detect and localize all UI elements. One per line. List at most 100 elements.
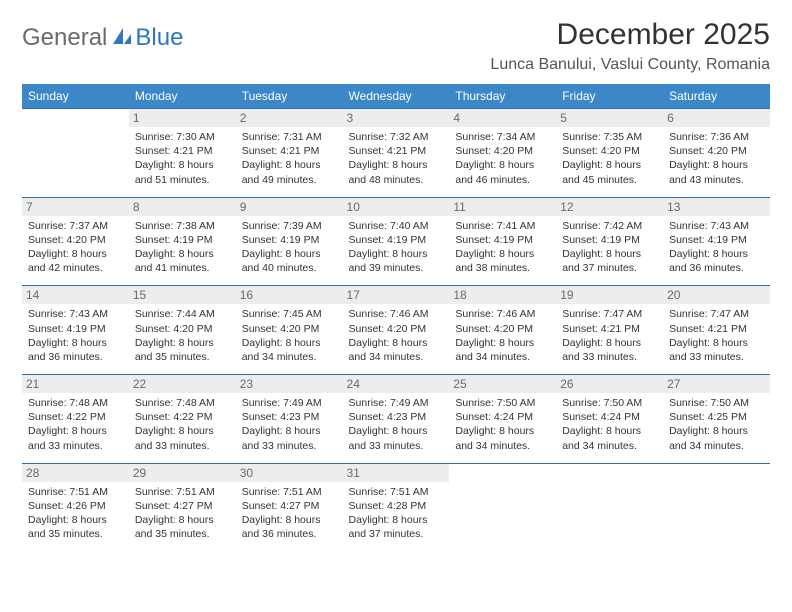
sunset-line: Sunset: 4:21 PM	[135, 144, 230, 158]
sunrise-line: Sunrise: 7:42 AM	[562, 219, 657, 233]
calendar-cell	[22, 109, 129, 198]
sunset-line: Sunset: 4:19 PM	[135, 233, 230, 247]
day-number: 30	[236, 464, 343, 482]
calendar-cell: 1 Sunrise: 7:30 AMSunset: 4:21 PMDaylight…	[129, 109, 236, 198]
calendar-head: SundayMondayTuesdayWednesdayThursdayFrid…	[22, 84, 770, 109]
weekday-header: Wednesday	[343, 84, 450, 109]
calendar-table: SundayMondayTuesdayWednesdayThursdayFrid…	[22, 84, 770, 551]
day-details: Sunrise: 7:51 AMSunset: 4:27 PMDaylight:…	[242, 485, 337, 542]
calendar-cell: 16Sunrise: 7:45 AMSunset: 4:20 PMDayligh…	[236, 286, 343, 375]
sunrise-line: Sunrise: 7:49 AM	[349, 396, 444, 410]
sunrise-line: Sunrise: 7:51 AM	[135, 485, 230, 499]
calendar-cell: 21 Sunrise: 7:48 AMSunset: 4:22 PMDayligh…	[22, 375, 129, 464]
day-number: 1	[129, 109, 236, 127]
daylight-line: Daylight: 8 hours and 37 minutes.	[562, 247, 657, 275]
sunset-line: Sunset: 4:20 PM	[562, 144, 657, 158]
day-details: Sunrise: 7:46 AMSunset: 4:20 PMDaylight:…	[349, 307, 444, 364]
calendar-cell: 5 Sunrise: 7:35 AMSunset: 4:20 PMDaylight…	[556, 109, 663, 198]
day-details: Sunrise: 7:48 AMSunset: 4:22 PMDaylight:…	[135, 396, 230, 453]
calendar-cell	[663, 463, 770, 551]
day-number: 5	[556, 109, 663, 127]
sunrise-line: Sunrise: 7:51 AM	[28, 485, 123, 499]
daylight-line: Daylight: 8 hours and 36 minutes.	[28, 336, 123, 364]
sunrise-line: Sunrise: 7:37 AM	[28, 219, 123, 233]
sunset-line: Sunset: 4:20 PM	[28, 233, 123, 247]
day-number: 11	[449, 198, 556, 216]
day-details: Sunrise: 7:48 AMSunset: 4:22 PMDaylight:…	[28, 396, 123, 453]
logo-sail-icon	[111, 26, 133, 51]
calendar-cell: 2Sunrise: 7:31 AMSunset: 4:21 PMDaylight…	[236, 109, 343, 198]
daylight-line: Daylight: 8 hours and 35 minutes.	[135, 336, 230, 364]
calendar-cell: 24Sunrise: 7:49 AMSunset: 4:23 PMDayligh…	[343, 375, 450, 464]
sunset-line: Sunset: 4:20 PM	[135, 322, 230, 336]
day-details: Sunrise: 7:37 AMSunset: 4:20 PMDaylight:…	[28, 219, 123, 276]
sunset-line: Sunset: 4:24 PM	[455, 410, 550, 424]
sunset-line: Sunset: 4:20 PM	[242, 322, 337, 336]
daylight-line: Daylight: 8 hours and 33 minutes.	[242, 424, 337, 452]
calendar-cell: 9Sunrise: 7:39 AMSunset: 4:19 PMDaylight…	[236, 197, 343, 286]
calendar-cell: 20Sunrise: 7:47 AMSunset: 4:21 PMDayligh…	[663, 286, 770, 375]
daylight-line: Daylight: 8 hours and 39 minutes.	[349, 247, 444, 275]
sunrise-line: Sunrise: 7:36 AM	[669, 130, 764, 144]
sunset-line: Sunset: 4:21 PM	[669, 322, 764, 336]
sunset-line: Sunset: 4:20 PM	[669, 144, 764, 158]
sunrise-line: Sunrise: 7:47 AM	[669, 307, 764, 321]
day-number: 7	[22, 198, 129, 216]
daylight-line: Daylight: 8 hours and 42 minutes.	[28, 247, 123, 275]
day-number: 21	[22, 375, 129, 393]
weekday-header: Friday	[556, 84, 663, 109]
day-number: 14	[22, 286, 129, 304]
location: Lunca Banului, Vaslui County, Romania	[490, 56, 770, 74]
weekday-header: Saturday	[663, 84, 770, 109]
day-number: 22	[129, 375, 236, 393]
daylight-line: Daylight: 8 hours and 37 minutes.	[349, 513, 444, 541]
sunrise-line: Sunrise: 7:48 AM	[135, 396, 230, 410]
calendar-cell: 26Sunrise: 7:50 AMSunset: 4:24 PMDayligh…	[556, 375, 663, 464]
daylight-line: Daylight: 8 hours and 33 minutes.	[562, 336, 657, 364]
day-details: Sunrise: 7:35 AMSunset: 4:20 PMDaylight:…	[562, 130, 657, 187]
sunset-line: Sunset: 4:22 PM	[135, 410, 230, 424]
sunset-line: Sunset: 4:22 PM	[28, 410, 123, 424]
sunrise-line: Sunrise: 7:43 AM	[669, 219, 764, 233]
daylight-line: Daylight: 8 hours and 36 minutes.	[669, 247, 764, 275]
sunset-line: Sunset: 4:19 PM	[28, 322, 123, 336]
day-details: Sunrise: 7:45 AMSunset: 4:20 PMDaylight:…	[242, 307, 337, 364]
day-number: 31	[343, 464, 450, 482]
daylight-line: Daylight: 8 hours and 34 minutes.	[669, 424, 764, 452]
daylight-line: Daylight: 8 hours and 33 minutes.	[669, 336, 764, 364]
sunset-line: Sunset: 4:21 PM	[242, 144, 337, 158]
day-details: Sunrise: 7:36 AMSunset: 4:20 PMDaylight:…	[669, 130, 764, 187]
daylight-line: Daylight: 8 hours and 33 minutes.	[28, 424, 123, 452]
daylight-line: Daylight: 8 hours and 45 minutes.	[562, 158, 657, 186]
daylight-line: Daylight: 8 hours and 35 minutes.	[135, 513, 230, 541]
calendar-cell	[556, 463, 663, 551]
sunset-line: Sunset: 4:24 PM	[562, 410, 657, 424]
calendar-cell: 25Sunrise: 7:50 AMSunset: 4:24 PMDayligh…	[449, 375, 556, 464]
sunrise-line: Sunrise: 7:47 AM	[562, 307, 657, 321]
daylight-line: Daylight: 8 hours and 43 minutes.	[669, 158, 764, 186]
day-details: Sunrise: 7:50 AMSunset: 4:24 PMDaylight:…	[562, 396, 657, 453]
day-number: 19	[556, 286, 663, 304]
calendar-cell: 19Sunrise: 7:47 AMSunset: 4:21 PMDayligh…	[556, 286, 663, 375]
daylight-line: Daylight: 8 hours and 35 minutes.	[28, 513, 123, 541]
weekday-header: Thursday	[449, 84, 556, 109]
sunrise-line: Sunrise: 7:30 AM	[135, 130, 230, 144]
sunrise-line: Sunrise: 7:38 AM	[135, 219, 230, 233]
daylight-line: Daylight: 8 hours and 51 minutes.	[135, 158, 230, 186]
sunset-line: Sunset: 4:20 PM	[349, 322, 444, 336]
calendar-cell: 18Sunrise: 7:46 AMSunset: 4:20 PMDayligh…	[449, 286, 556, 375]
day-number: 8	[129, 198, 236, 216]
sunrise-line: Sunrise: 7:41 AM	[455, 219, 550, 233]
sunrise-line: Sunrise: 7:51 AM	[349, 485, 444, 499]
daylight-line: Daylight: 8 hours and 46 minutes.	[455, 158, 550, 186]
day-details: Sunrise: 7:31 AMSunset: 4:21 PMDaylight:…	[242, 130, 337, 187]
day-number: 3	[343, 109, 450, 127]
calendar-cell: 28Sunrise: 7:51 AMSunset: 4:26 PMDayligh…	[22, 463, 129, 551]
day-number: 24	[343, 375, 450, 393]
sunrise-line: Sunrise: 7:50 AM	[669, 396, 764, 410]
sunset-line: Sunset: 4:25 PM	[669, 410, 764, 424]
day-details: Sunrise: 7:43 AMSunset: 4:19 PMDaylight:…	[28, 307, 123, 364]
day-details: Sunrise: 7:43 AMSunset: 4:19 PMDaylight:…	[669, 219, 764, 276]
logo-text-general: General	[22, 24, 107, 52]
sunrise-line: Sunrise: 7:46 AM	[455, 307, 550, 321]
